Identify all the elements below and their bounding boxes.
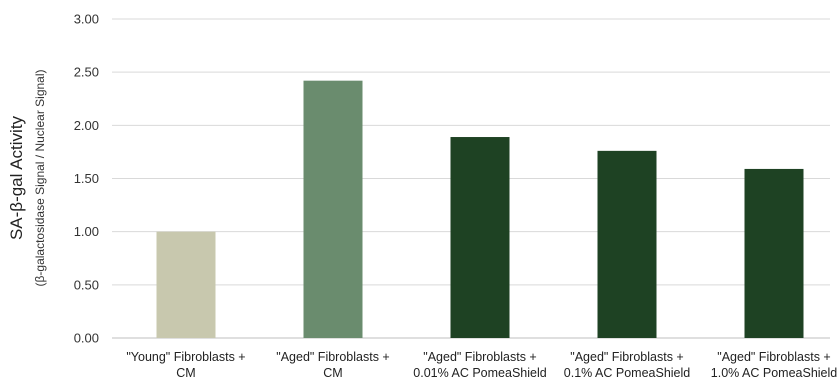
x-category-label: 0.1% AC PomeaShield <box>564 366 691 380</box>
x-category-label: "Young" Fibroblasts + <box>126 350 245 364</box>
bars <box>156 80 804 338</box>
y-tick-label: 1.00 <box>74 224 99 239</box>
x-category-label: 1.0% AC PomeaShield <box>711 366 838 380</box>
x-category-label: CM <box>176 366 195 380</box>
x-category-label: 0.01% AC PomeaShield <box>413 366 546 380</box>
y-tick-label: 1.50 <box>74 171 99 186</box>
bar <box>303 80 363 338</box>
y-axis-ticks: 0.00 0.50 1.00 1.50 2.00 2.50 3.00 <box>74 12 99 346</box>
x-category-label: "Aged" Fibroblasts + <box>570 350 683 364</box>
y-tick-label: 2.50 <box>74 65 99 80</box>
x-category-label: CM <box>323 366 342 380</box>
x-category-label: "Aged" Fibroblasts + <box>276 350 389 364</box>
bar <box>450 137 510 338</box>
bar <box>156 231 216 338</box>
bar <box>597 150 657 338</box>
y-tick-label: 0.50 <box>74 277 99 292</box>
y-axis-title: SA-β-gal Activity <box>7 115 26 240</box>
y-tick-label: 2.00 <box>74 118 99 133</box>
x-category-label: "Aged" Fibroblasts + <box>423 350 536 364</box>
x-category-label: "Aged" Fibroblasts + <box>717 350 830 364</box>
y-tick-label: 3.00 <box>74 12 99 27</box>
y-axis-subtitle: (β-galactosidase Signal / Nuclear Signal… <box>33 69 47 286</box>
y-tick-label: 0.00 <box>74 331 99 346</box>
bar <box>744 168 804 338</box>
x-axis-labels: "Young" Fibroblasts + CM "Aged" Fibroblast… <box>126 350 837 380</box>
